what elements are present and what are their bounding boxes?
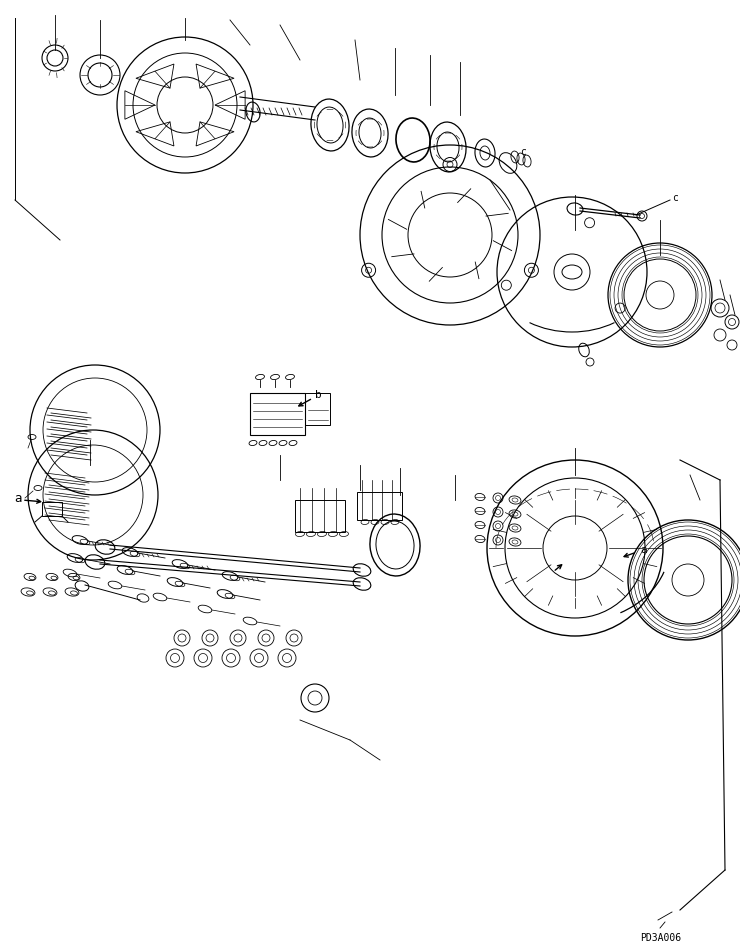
Text: a: a — [14, 491, 21, 505]
Text: c: c — [672, 193, 678, 203]
Bar — [357, 492, 402, 520]
Bar — [250, 393, 305, 435]
Bar — [295, 500, 345, 532]
Text: a: a — [640, 545, 647, 555]
Bar — [305, 393, 330, 425]
Bar — [42, 502, 62, 516]
Text: c: c — [520, 147, 526, 157]
Text: PD3A006: PD3A006 — [640, 933, 681, 943]
Text: b: b — [315, 390, 322, 400]
